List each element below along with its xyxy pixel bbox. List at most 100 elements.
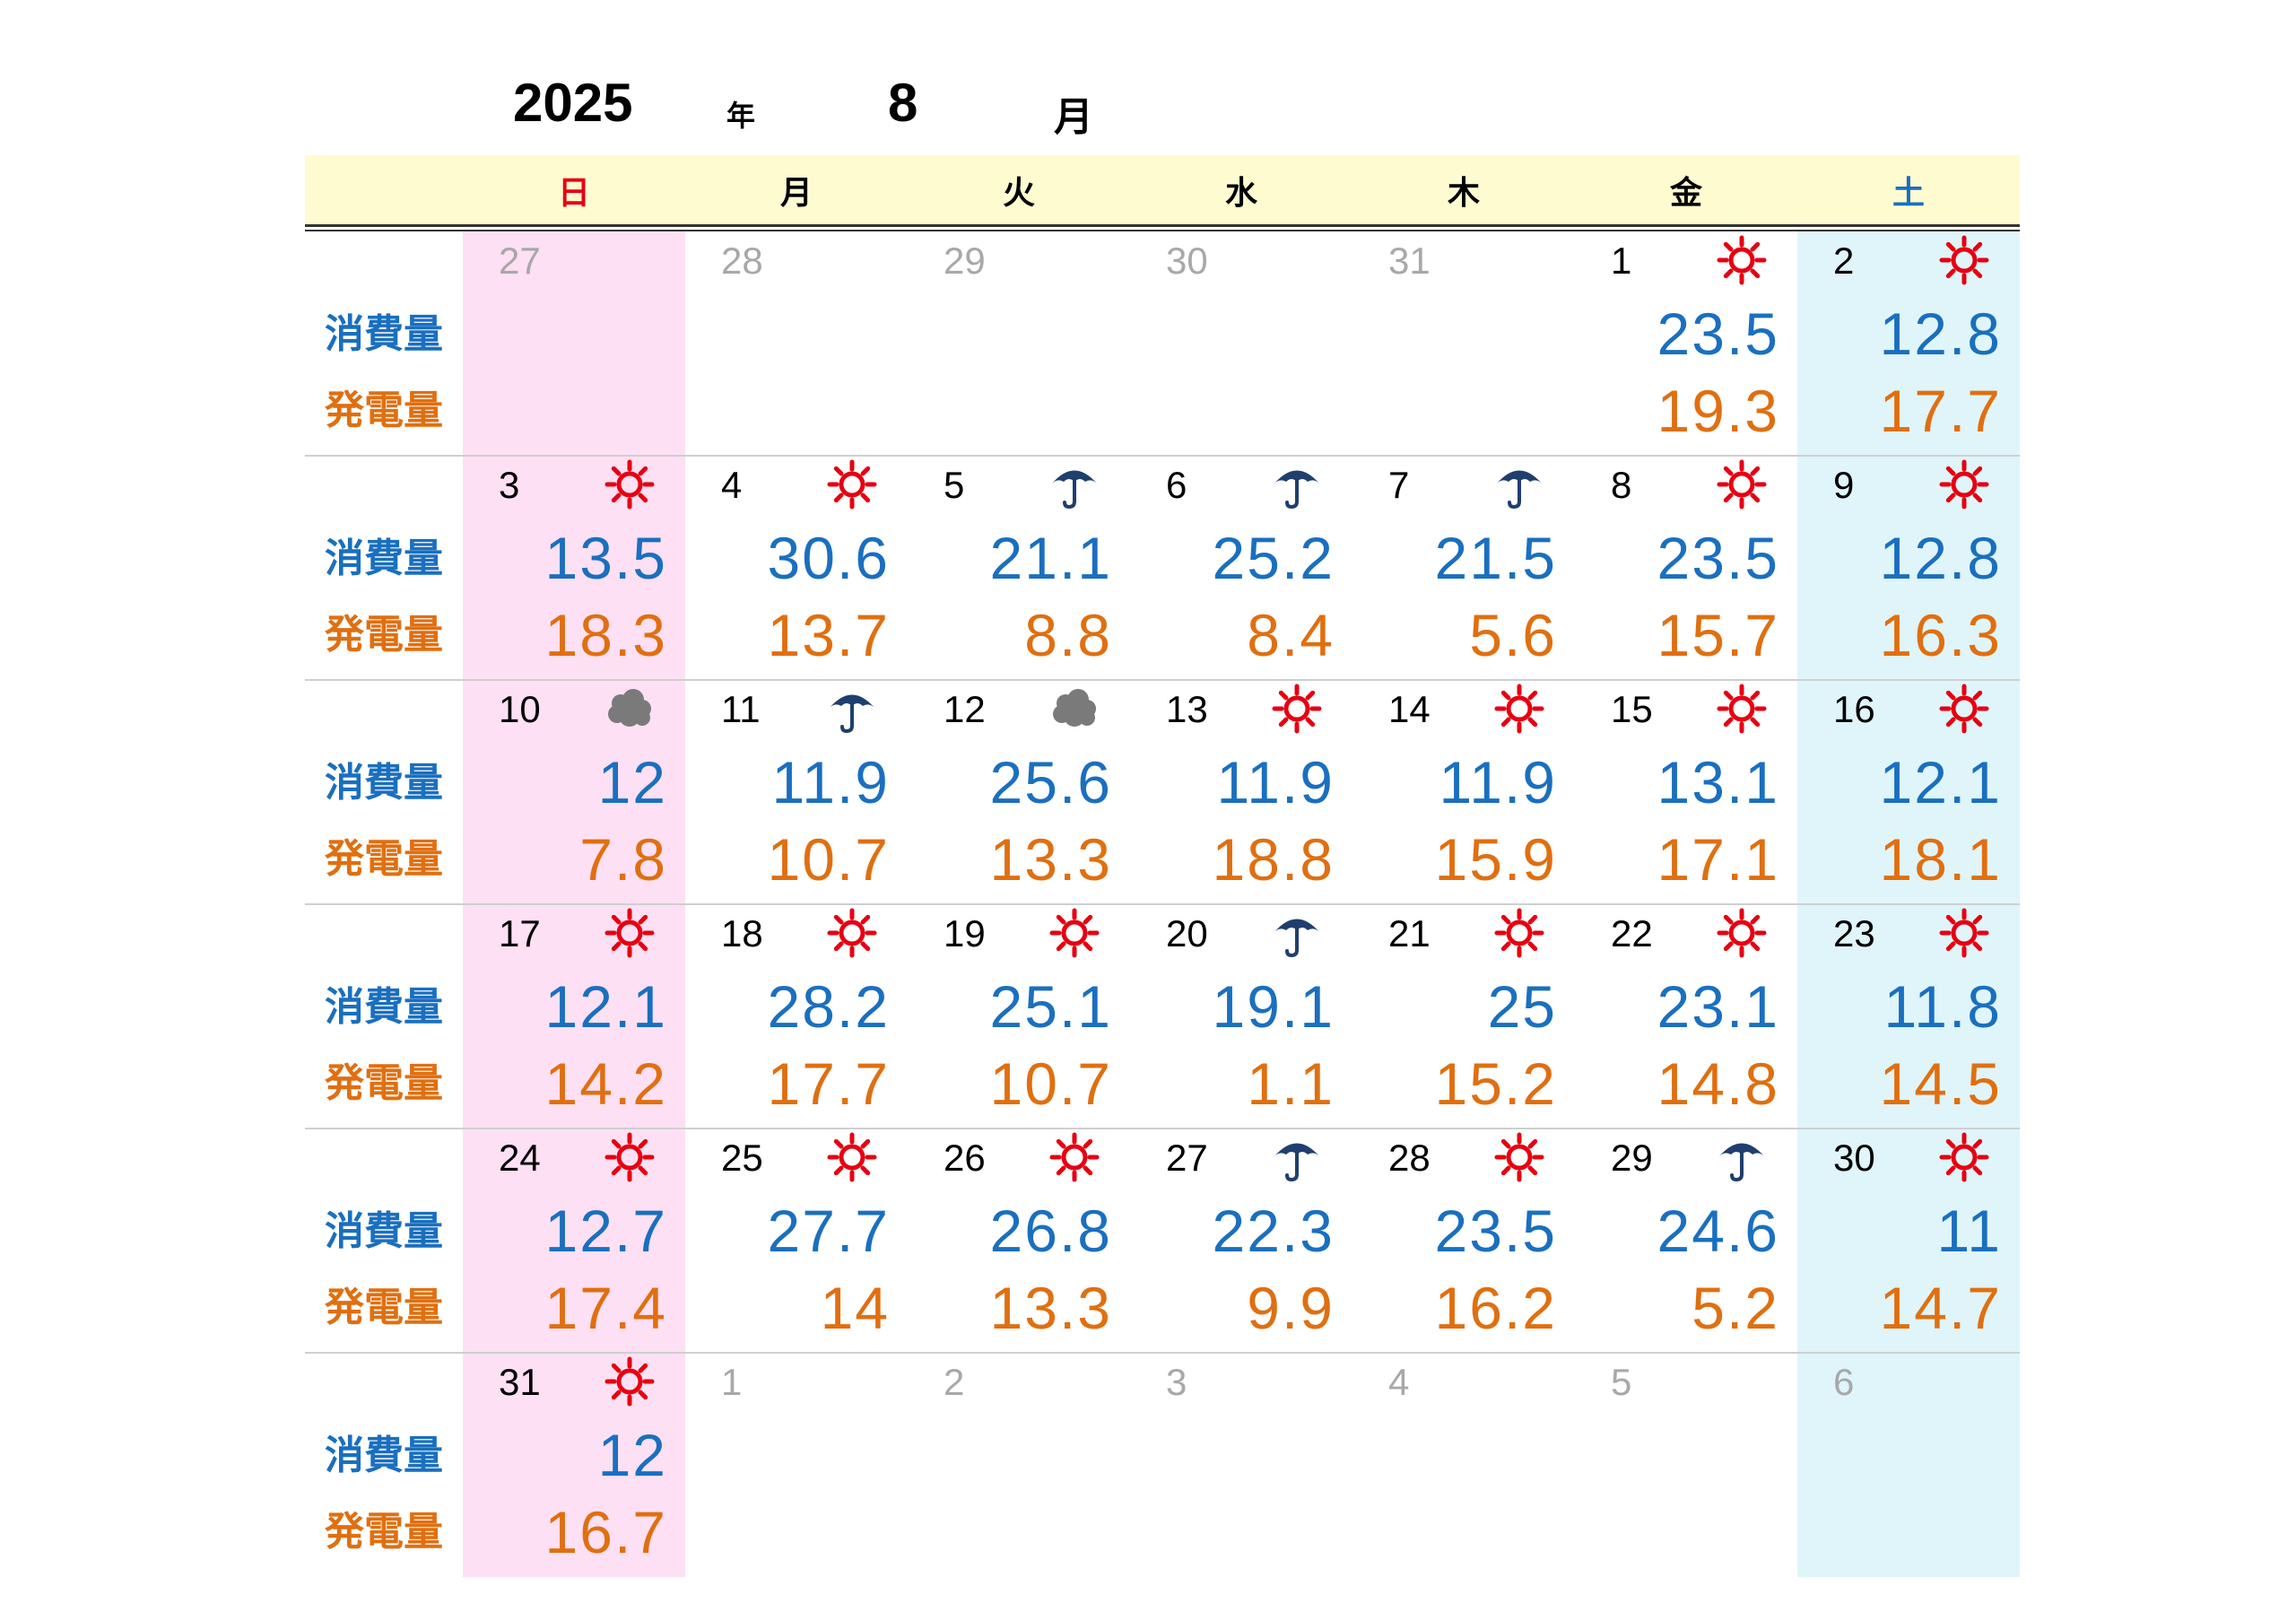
consumption-value: 25.6 bbox=[989, 749, 1112, 815]
other-month-day: 3 bbox=[1166, 1361, 1187, 1403]
sun-icon bbox=[1494, 1132, 1544, 1182]
consumption-label: 消費量 bbox=[325, 312, 443, 356]
generation-value: 10.7 bbox=[989, 1050, 1112, 1117]
other-month-day: 31 bbox=[1388, 240, 1431, 282]
consumption-label: 消費量 bbox=[325, 536, 443, 580]
day-number: 9 bbox=[1833, 464, 1855, 506]
umbrella-icon bbox=[1274, 919, 1319, 958]
sun-icon bbox=[604, 459, 655, 510]
day-number: 31 bbox=[499, 1361, 541, 1403]
consumption-value: 11.9 bbox=[771, 749, 890, 815]
generation-value: 5.2 bbox=[1692, 1275, 1779, 1341]
day-number: 21 bbox=[1388, 912, 1431, 954]
consumption-value: 23.5 bbox=[1434, 1198, 1557, 1264]
consumption-value: 12.8 bbox=[1879, 301, 2002, 367]
consumption-value: 25.1 bbox=[989, 973, 1112, 1040]
cloud-icon bbox=[608, 689, 651, 727]
sun-icon bbox=[1494, 684, 1544, 734]
week-separator bbox=[305, 1128, 2020, 1129]
sun-icon bbox=[1717, 908, 1767, 958]
consumption-value: 27.7 bbox=[767, 1198, 890, 1264]
weekday-label: 月 bbox=[779, 174, 813, 211]
consumption-value: 25 bbox=[1487, 973, 1557, 1040]
cloud-icon bbox=[1053, 689, 1096, 727]
week-separator bbox=[305, 679, 2020, 681]
other-month-day: 6 bbox=[1833, 1361, 1855, 1403]
consumption-value: 11.9 bbox=[1439, 749, 1557, 815]
umbrella-icon bbox=[1719, 1143, 1764, 1182]
generation-label: 発電量 bbox=[325, 1285, 443, 1329]
sun-icon bbox=[827, 459, 877, 510]
generation-value: 8.4 bbox=[1247, 602, 1335, 668]
consumption-value: 24.6 bbox=[1657, 1198, 1779, 1264]
consumption-value: 13.1 bbox=[1657, 749, 1779, 815]
umbrella-icon bbox=[1052, 470, 1097, 510]
day-number: 13 bbox=[1166, 688, 1208, 730]
header-divider bbox=[305, 224, 2020, 227]
generation-value: 13.3 bbox=[989, 826, 1112, 893]
generation-value: 1.1 bbox=[1247, 1050, 1335, 1117]
generation-value: 15.7 bbox=[1657, 602, 1779, 668]
other-month-day: 5 bbox=[1611, 1361, 1632, 1403]
day-number: 11 bbox=[721, 688, 761, 730]
day-number: 10 bbox=[499, 688, 541, 730]
generation-value: 16.7 bbox=[544, 1499, 667, 1565]
day-number: 8 bbox=[1611, 464, 1632, 506]
consumption-value: 30.6 bbox=[767, 525, 890, 591]
consumption-value: 12 bbox=[597, 749, 667, 815]
week-separator bbox=[305, 903, 2020, 905]
sun-icon bbox=[1717, 235, 1767, 285]
sun-icon bbox=[1939, 235, 1989, 285]
day-number: 25 bbox=[721, 1137, 763, 1179]
day-number: 30 bbox=[1833, 1137, 1875, 1179]
consumption-value: 21.1 bbox=[989, 525, 1112, 591]
generation-label: 発電量 bbox=[325, 388, 443, 432]
generation-value: 18.1 bbox=[1879, 826, 2002, 893]
weekday-label: 土 bbox=[1892, 174, 1925, 211]
day-number: 27 bbox=[1166, 1137, 1208, 1179]
generation-value: 16.2 bbox=[1434, 1275, 1557, 1341]
generation-value: 18.8 bbox=[1212, 826, 1335, 893]
day-number: 17 bbox=[499, 912, 541, 954]
consumption-value: 13.5 bbox=[544, 525, 667, 591]
generation-value: 7.8 bbox=[579, 826, 667, 893]
umbrella-icon bbox=[1274, 470, 1319, 510]
consumption-value: 21.5 bbox=[1434, 525, 1557, 591]
day-number: 16 bbox=[1833, 688, 1875, 730]
generation-value: 14 bbox=[820, 1275, 890, 1341]
day-number: 14 bbox=[1388, 688, 1431, 730]
generation-value: 17.7 bbox=[767, 1050, 890, 1117]
generation-value: 17.1 bbox=[1657, 826, 1779, 893]
generation-value: 10.7 bbox=[767, 826, 890, 893]
consumption-value: 23.5 bbox=[1657, 301, 1779, 367]
sun-icon bbox=[1717, 684, 1767, 734]
generation-value: 16.3 bbox=[1879, 602, 2002, 668]
generation-value: 9.9 bbox=[1247, 1275, 1335, 1341]
sun-icon bbox=[604, 1132, 655, 1182]
generation-value: 15.9 bbox=[1434, 826, 1557, 893]
generation-label: 発電量 bbox=[325, 837, 443, 881]
consumption-value: 19.1 bbox=[1212, 973, 1335, 1040]
consumption-value: 22.3 bbox=[1212, 1198, 1335, 1264]
consumption-value: 12.7 bbox=[544, 1198, 667, 1264]
day-number: 12 bbox=[944, 688, 986, 730]
generation-value: 15.2 bbox=[1434, 1050, 1557, 1117]
day-number: 1 bbox=[1611, 240, 1632, 282]
day-number: 2 bbox=[1833, 240, 1855, 282]
sun-icon bbox=[1939, 1132, 1989, 1182]
weekday-label: 木 bbox=[1447, 174, 1480, 211]
sun-icon bbox=[827, 908, 877, 958]
day-number: 3 bbox=[499, 464, 520, 506]
other-month-day: 1 bbox=[721, 1361, 743, 1403]
sun-icon bbox=[1049, 908, 1100, 958]
consumption-value: 12.1 bbox=[544, 973, 667, 1040]
generation-value: 14.8 bbox=[1657, 1050, 1779, 1117]
weekday-label: 日 bbox=[557, 174, 590, 211]
other-month-day: 30 bbox=[1166, 240, 1208, 282]
week-separator bbox=[305, 1352, 2020, 1354]
day-number: 19 bbox=[944, 912, 986, 954]
day-number: 24 bbox=[499, 1137, 541, 1179]
day-number: 6 bbox=[1166, 464, 1187, 506]
day-number: 23 bbox=[1833, 912, 1875, 954]
consumption-value: 11.9 bbox=[1216, 749, 1335, 815]
